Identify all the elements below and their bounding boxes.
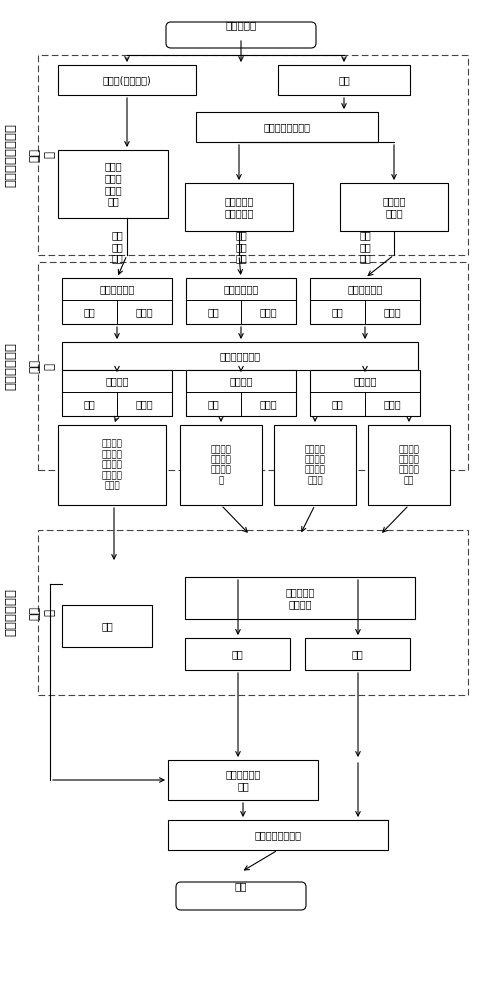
Bar	[62, 342, 418, 370]
Bar	[62, 370, 172, 416]
Text: 返向时隙申请: 返向时隙申请	[348, 284, 383, 294]
Text: 业务
站: 业务 站	[28, 148, 56, 162]
Text: 业务流区分与标记: 业务流区分与标记	[264, 122, 310, 132]
Text: 前向时隙申请: 前向时隙申请	[99, 284, 134, 294]
Text: 中心
站: 中心 站	[28, 359, 56, 373]
Text: 目的站为
中心站: 目的站为 中心站	[382, 196, 406, 218]
Bar	[38, 55, 468, 255]
Text: 前向时隙: 前向时隙	[105, 376, 129, 386]
Bar	[305, 638, 410, 670]
Text: 小站突发数据
接收: 小站突发数据 接收	[226, 769, 261, 791]
FancyBboxPatch shape	[166, 22, 316, 48]
Text: 目的站为小
站广播地址: 目的站为小 站广播地址	[224, 196, 254, 218]
Text: 实时: 实时	[83, 307, 95, 317]
Text: 申请
前向
时隙: 申请 前向 时隙	[111, 230, 123, 264]
Bar	[38, 262, 468, 470]
Text: 非实时: 非实时	[136, 399, 153, 409]
Bar	[310, 370, 420, 416]
Bar	[168, 760, 318, 800]
Bar	[278, 65, 410, 95]
Text: 双向时隙: 双向时隙	[229, 376, 253, 386]
Text: 非实时: 非实时	[384, 307, 402, 317]
Text: 中心
站: 中心 站	[28, 605, 56, 619]
Text: 非实时: 非实时	[260, 307, 277, 317]
Text: 小站内目
的站为小
站数据发
送: 小站内目 的站为小 站数据发 送	[211, 445, 231, 485]
Text: 中心站内
目的站为
小站或广
播地址数
据发送: 中心站内 目的站为 小站或广 播地址数 据发送	[102, 440, 122, 490]
Text: 双向时隙申请: 双向时隙申请	[223, 284, 259, 294]
Bar	[368, 425, 450, 505]
Text: 结束: 结束	[235, 881, 247, 891]
Text: 非实时: 非实时	[260, 399, 277, 409]
Text: 实时: 实时	[83, 399, 95, 409]
Bar	[62, 605, 152, 647]
Bar	[58, 150, 168, 218]
Bar	[58, 65, 196, 95]
Bar	[185, 183, 293, 231]
Bar	[340, 183, 448, 231]
Text: 目的站
为小站
或广播
地址: 目的站 为小站 或广播 地址	[104, 162, 122, 206]
Bar	[168, 820, 388, 850]
Bar	[310, 278, 420, 324]
Text: 输出: 输出	[352, 649, 363, 659]
Text: 中心站突发
数据接收: 中心站突发 数据接收	[285, 587, 315, 609]
Bar	[274, 425, 356, 505]
Text: 实时: 实时	[208, 307, 219, 317]
Text: 业务数据交换: 业务数据交换	[4, 588, 17, 637]
Text: 实时: 实时	[332, 307, 343, 317]
Bar	[180, 425, 262, 505]
Bar	[58, 425, 166, 505]
Bar	[62, 278, 172, 324]
Text: 返向时隙: 返向时隙	[353, 376, 377, 386]
Text: 发送: 发送	[101, 621, 113, 631]
Bar	[186, 278, 296, 324]
Text: 时隙申请分配: 时隙申请分配	[4, 342, 17, 390]
Text: 申请
双向
时隙: 申请 双向 时隙	[235, 230, 247, 264]
Bar	[185, 577, 415, 619]
Text: 实时: 实时	[332, 399, 343, 409]
Text: 小站: 小站	[338, 75, 350, 85]
Text: 申请
返向
时隙: 申请 返向 时隙	[359, 230, 371, 264]
Text: 业务数据接入处理: 业务数据接入处理	[254, 830, 302, 840]
Text: 实时: 实时	[208, 399, 219, 409]
Text: 中心站(业务身份): 中心站(业务身份)	[103, 75, 151, 85]
Text: 业务流进入: 业务流进入	[226, 20, 256, 30]
Text: 小站内目
的站为广
播地址数
据发送: 小站内目 的站为广 播地址数 据发送	[305, 445, 325, 485]
FancyBboxPatch shape	[176, 882, 306, 910]
Bar	[196, 112, 378, 142]
Text: 转发: 转发	[232, 649, 243, 659]
Text: 非实时: 非实时	[136, 307, 153, 317]
Bar	[185, 638, 290, 670]
Text: 中心站时隙分配: 中心站时隙分配	[219, 351, 261, 361]
Bar	[38, 530, 468, 695]
Text: 业务流划分与标记: 业务流划分与标记	[4, 123, 17, 187]
Bar	[186, 370, 296, 416]
Text: 小站内目
的站为中
心站数据
发送: 小站内目 的站为中 心站数据 发送	[399, 445, 419, 485]
Text: 非实时: 非实时	[384, 399, 402, 409]
